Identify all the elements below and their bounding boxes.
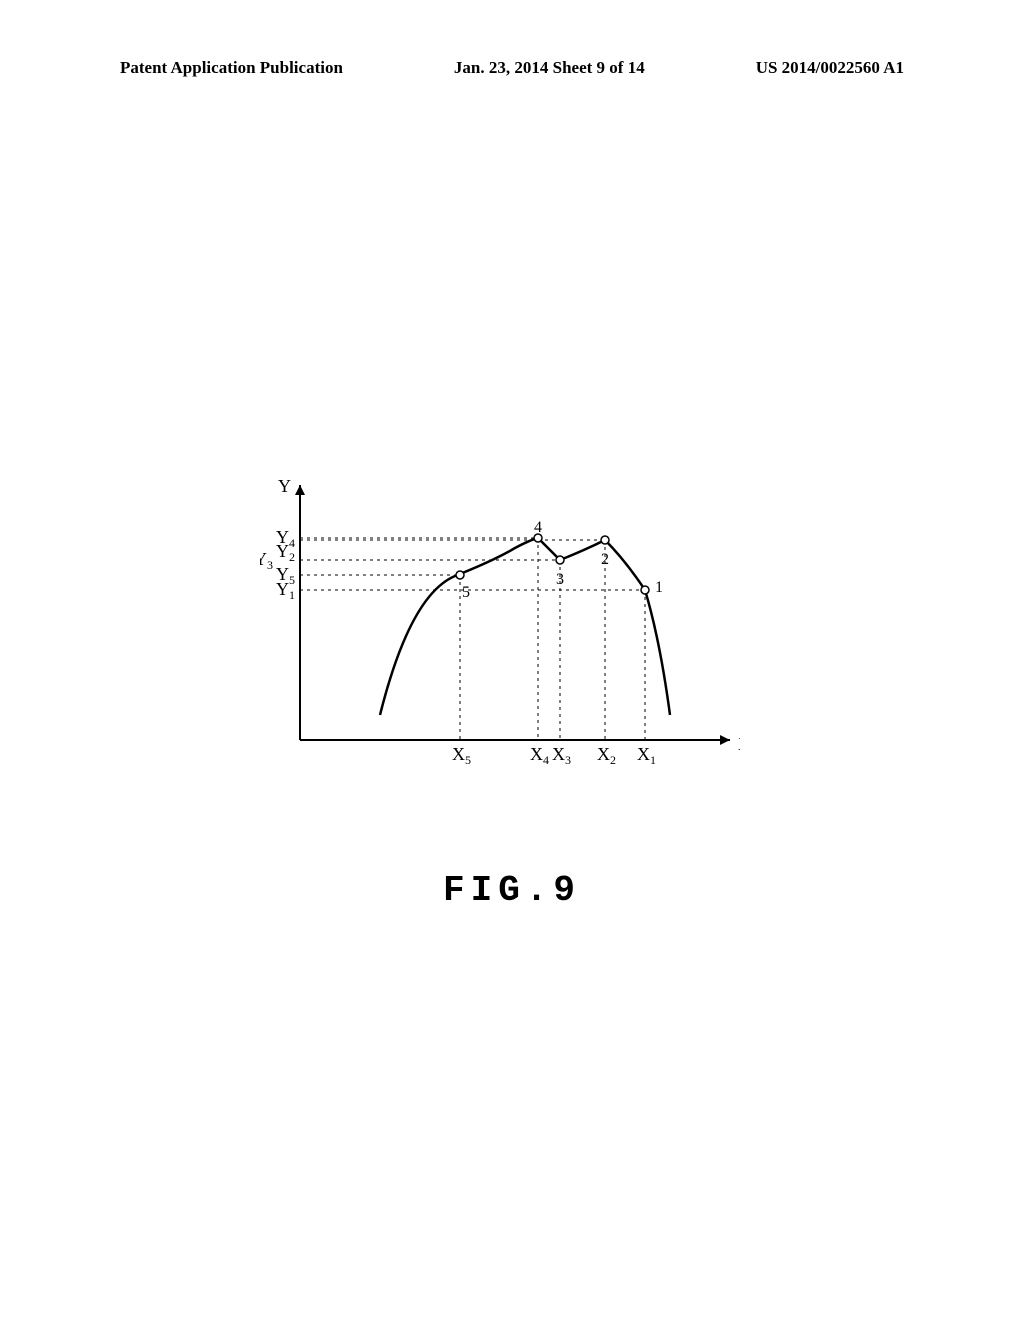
svg-text:Y3: Y3 [260, 549, 273, 572]
svg-text:X2: X2 [597, 744, 616, 767]
svg-text:4: 4 [534, 519, 542, 536]
svg-text:X5: X5 [452, 744, 471, 767]
page-header: Patent Application Publication Jan. 23, … [0, 58, 1024, 78]
svg-text:5: 5 [462, 584, 470, 601]
header-center: Jan. 23, 2014 Sheet 9 of 14 [454, 58, 645, 78]
header-right: US 2014/0022560 A1 [756, 58, 904, 78]
svg-text:X1: X1 [637, 744, 656, 767]
svg-text:X3: X3 [552, 744, 571, 767]
svg-text:2: 2 [601, 551, 609, 568]
header-left: Patent Application Publication [120, 58, 343, 78]
svg-text:Y: Y [278, 480, 291, 496]
svg-text:3: 3 [556, 571, 564, 588]
svg-text:1: 1 [655, 579, 663, 596]
figure-9: XY12345X5X4X3X2X1Y4Y2Y3Y5Y1 [260, 480, 740, 790]
svg-text:X4: X4 [530, 744, 549, 767]
svg-text:X: X [738, 734, 740, 754]
figure-caption: FIG.9 [0, 870, 1024, 911]
figure-svg: XY12345X5X4X3X2X1Y4Y2Y3Y5Y1 [260, 480, 740, 790]
